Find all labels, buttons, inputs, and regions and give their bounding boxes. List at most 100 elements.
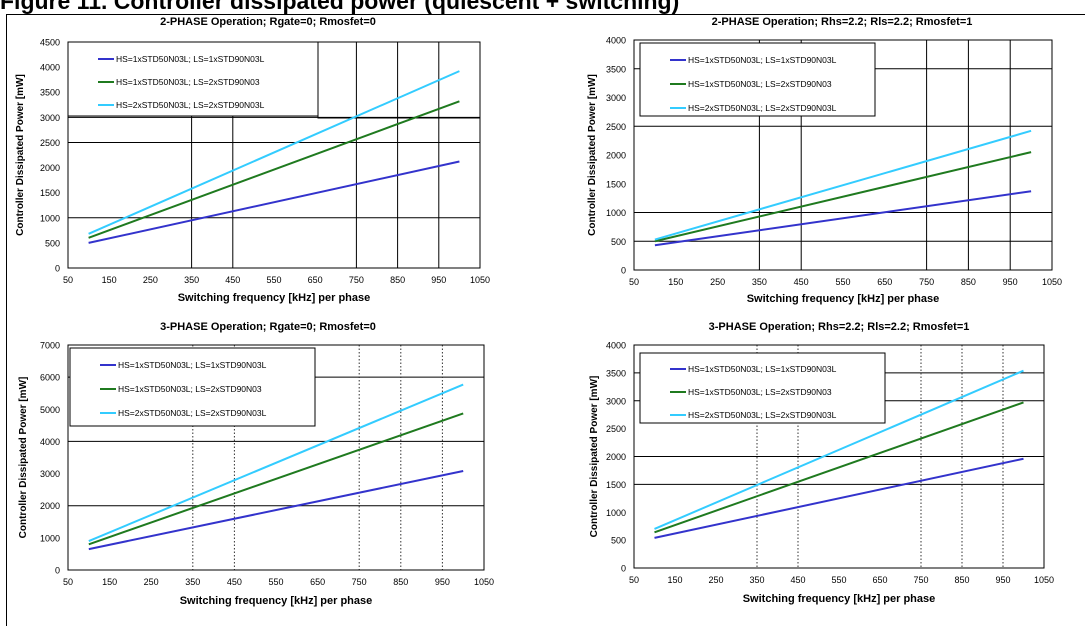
x-axis-label: Switching frequency [kHz] per phase (180, 595, 373, 607)
x-tick-label: 350 (184, 275, 199, 285)
series-line (654, 151, 1032, 243)
legend-label: HS=1xSTD50N03L; LS=2xSTD90N03 (118, 384, 262, 394)
legend-label: HS=2xSTD50N03L; LS=2xSTD90N03L (688, 410, 837, 420)
y-tick-label: 4000 (40, 437, 60, 447)
inset-frame (317, 41, 481, 119)
y-tick-label: 3000 (606, 93, 626, 103)
y-tick-label: 3500 (606, 64, 626, 74)
x-tick-label: 350 (185, 577, 200, 587)
y-tick-label: 2500 (606, 122, 626, 132)
x-tick-label: 350 (749, 575, 764, 585)
y-tick-label: 1000 (606, 208, 626, 218)
plot-border (633, 344, 1045, 569)
x-tick-label: 450 (790, 575, 805, 585)
x-tick-label: 850 (954, 575, 969, 585)
y-tick-label: 4000 (40, 63, 60, 73)
legend: HS=1xSTD50N03L; LS=1xSTD90N03L HS=1xSTD50… (69, 347, 316, 427)
legend-box (639, 352, 886, 424)
legend-box (67, 41, 319, 117)
legend-label: HS=1xSTD50N03L; LS=1xSTD90N03L (118, 360, 267, 370)
y-axis-label: Controller Dissipated Power [mW] (15, 74, 26, 236)
y-tick-label: 4000 (606, 36, 626, 46)
legend: HS=1xSTD50N03L; LS=1xSTD90N03L HS=1xSTD50… (639, 42, 876, 117)
x-tick-label: 850 (393, 577, 408, 587)
x-tick-label: 50 (629, 575, 639, 585)
legend-label: HS=1xSTD50N03L; LS=1xSTD90N03L (116, 54, 265, 64)
figure-frame (6, 14, 1085, 626)
chart-panel: 0 500 1000 1500 2000 2500 3000 3500 4000 50 150 250… (587, 16, 1062, 305)
y-tick-label: 7000 (40, 341, 60, 351)
chart-panel: 0 500 1000 1500 2000 2500 3000 3500 4000 4500 50 15… (15, 16, 490, 304)
x-tick-label: 150 (102, 275, 117, 285)
chart-title: 3-PHASE Operation; Rhs=2.2; Rls=2.2; Rmo… (709, 321, 970, 333)
x-tick-label: 450 (225, 275, 240, 285)
legend-box (639, 42, 876, 117)
legend-label: HS=2xSTD50N03L; LS=2xSTD90N03L (688, 103, 837, 113)
figure-title: Figure 11. Controller dissipated power (… (0, 0, 680, 14)
chart-title: 3-PHASE Operation; Rgate=0; Rmosfet=0 (160, 321, 376, 333)
y-tick-label: 2000 (40, 501, 60, 511)
series-line (88, 470, 464, 551)
series-line (88, 160, 460, 244)
x-tick-label: 650 (308, 275, 323, 285)
y-tick-label: 0 (621, 564, 626, 574)
y-tick-label: 3000 (40, 113, 60, 123)
x-tick-label: 1050 (474, 577, 494, 587)
y-axis-label: Controller Dissipated Power [mW] (589, 376, 600, 538)
series-line (88, 100, 460, 239)
y-tick-label: 0 (621, 266, 626, 276)
x-tick-label: 1050 (1034, 575, 1054, 585)
y-tick-label: 5000 (40, 405, 60, 415)
plot-border (633, 39, 1053, 271)
series-line (654, 129, 1032, 241)
x-tick-label: 650 (877, 277, 892, 287)
y-tick-label: 500 (45, 238, 60, 248)
legend: HS=1xSTD50N03L; LS=1xSTD90N03L HS=1xSTD50… (639, 352, 886, 424)
y-tick-label: 3500 (606, 368, 626, 378)
x-tick-label: 150 (102, 577, 117, 587)
series-line (88, 412, 464, 546)
chart-panel: 0 500 1000 1500 2000 2500 3000 3500 4000 50 150 250… (589, 321, 1054, 605)
y-tick-label: 1000 (40, 533, 60, 543)
y-tick-label: 0 (55, 264, 60, 274)
x-tick-label: 250 (143, 275, 158, 285)
legend-label: HS=1xSTD50N03L; LS=2xSTD90N03 (688, 79, 832, 89)
x-tick-label: 950 (431, 275, 446, 285)
legend-label: HS=1xSTD50N03L; LS=2xSTD90N03 (116, 77, 260, 87)
x-tick-label: 450 (227, 577, 242, 587)
x-tick-label: 250 (708, 575, 723, 585)
y-tick-label: 3000 (606, 396, 626, 406)
legend-label: HS=2xSTD50N03L; LS=2xSTD90N03L (118, 408, 267, 418)
x-tick-label: 550 (266, 275, 281, 285)
x-tick-label: 150 (667, 575, 682, 585)
x-tick-label: 50 (63, 275, 73, 285)
x-tick-label: 350 (752, 277, 767, 287)
chart-title: 2-PHASE Operation; Rgate=0; Rmosfet=0 (160, 16, 376, 28)
x-tick-label: 750 (349, 275, 364, 285)
series-line (654, 190, 1032, 247)
y-tick-label: 2000 (606, 452, 626, 462)
legend-label: HS=1xSTD50N03L; LS=2xSTD90N03 (688, 387, 832, 397)
y-tick-label: 2500 (40, 138, 60, 148)
x-tick-label: 950 (435, 577, 450, 587)
plot-border (67, 344, 485, 571)
y-tick-label: 1000 (40, 213, 60, 223)
x-tick-label: 850 (390, 275, 405, 285)
y-tick-label: 500 (611, 237, 626, 247)
x-axis-label: Switching frequency [kHz] per phase (747, 293, 940, 305)
series-line (88, 70, 460, 235)
x-tick-label: 450 (794, 277, 809, 287)
y-tick-label: 1500 (40, 188, 60, 198)
series-line (654, 457, 1024, 539)
series-line (654, 369, 1024, 530)
x-tick-label: 250 (144, 577, 159, 587)
y-tick-label: 3000 (40, 469, 60, 479)
x-tick-label: 950 (995, 575, 1010, 585)
y-tick-label: 3500 (40, 88, 60, 98)
y-tick-label: 6000 (40, 373, 60, 383)
legend-label: HS=1xSTD50N03L; LS=1xSTD90N03L (688, 55, 837, 65)
x-tick-label: 50 (629, 277, 639, 287)
y-tick-label: 2500 (606, 424, 626, 434)
x-tick-label: 550 (268, 577, 283, 587)
y-axis-label: Controller Dissipated Power [mW] (18, 377, 29, 539)
